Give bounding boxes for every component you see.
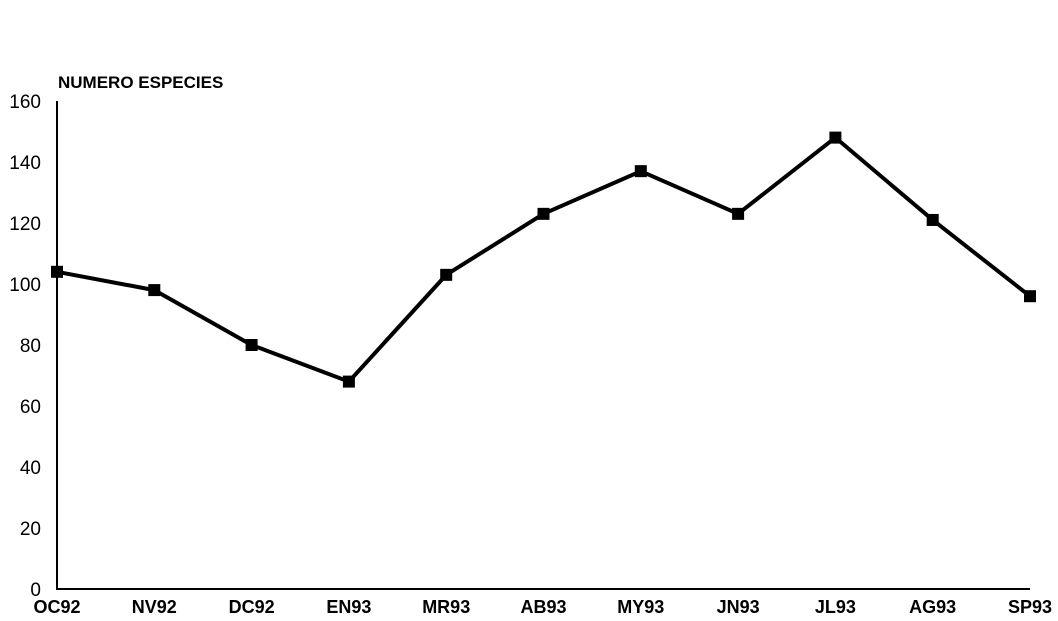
y-tick-label: 0 xyxy=(30,580,41,601)
x-tick-label: JL93 xyxy=(815,597,856,617)
x-tick-label: JN93 xyxy=(717,597,760,617)
x-axis-ticks: OC92 NV92 DC92 EN93 MR93 AB93 MY93 JN93 JL93 AG93… xyxy=(33,597,1052,617)
x-tick-label: OC92 xyxy=(33,597,80,617)
y-tick-label: 120 xyxy=(9,214,41,235)
data-point-marker xyxy=(51,265,63,278)
x-tick-label: MY93 xyxy=(617,597,664,617)
data-point-marker xyxy=(245,339,258,351)
data-point-marker xyxy=(926,213,939,226)
x-tick-label: NV92 xyxy=(132,597,177,617)
data-point-marker xyxy=(148,284,161,297)
y-tick-label: 20 xyxy=(20,519,41,540)
data-point-marker xyxy=(829,131,842,144)
y-axis-title: NUMERO ESPECIES xyxy=(58,73,223,92)
data-point-marker xyxy=(440,268,453,281)
data-point-marker xyxy=(634,165,647,178)
x-tick-label: DC92 xyxy=(229,597,275,617)
y-tick-label: 80 xyxy=(20,336,41,357)
y-tick-label: 60 xyxy=(20,397,41,418)
series-markers xyxy=(51,131,1036,388)
data-point-marker xyxy=(732,207,745,220)
y-axis-ticks: 0 20 40 60 80 100 120 140 160 xyxy=(9,92,41,601)
x-tick-label: SP93 xyxy=(1008,597,1052,617)
x-tick-label: AB93 xyxy=(520,597,566,617)
x-tick-label: MR93 xyxy=(422,597,470,617)
y-tick-label: 140 xyxy=(9,153,41,174)
series-line xyxy=(56,135,1032,384)
y-tick-label: 40 xyxy=(20,458,41,479)
data-point-marker xyxy=(1024,290,1036,303)
x-tick-label: EN93 xyxy=(326,597,371,617)
data-point-marker xyxy=(537,207,550,220)
data-point-marker xyxy=(342,375,355,388)
x-tick-label: AG93 xyxy=(909,597,956,617)
y-tick-label: 100 xyxy=(9,275,41,296)
y-tick-label: 160 xyxy=(9,92,41,113)
